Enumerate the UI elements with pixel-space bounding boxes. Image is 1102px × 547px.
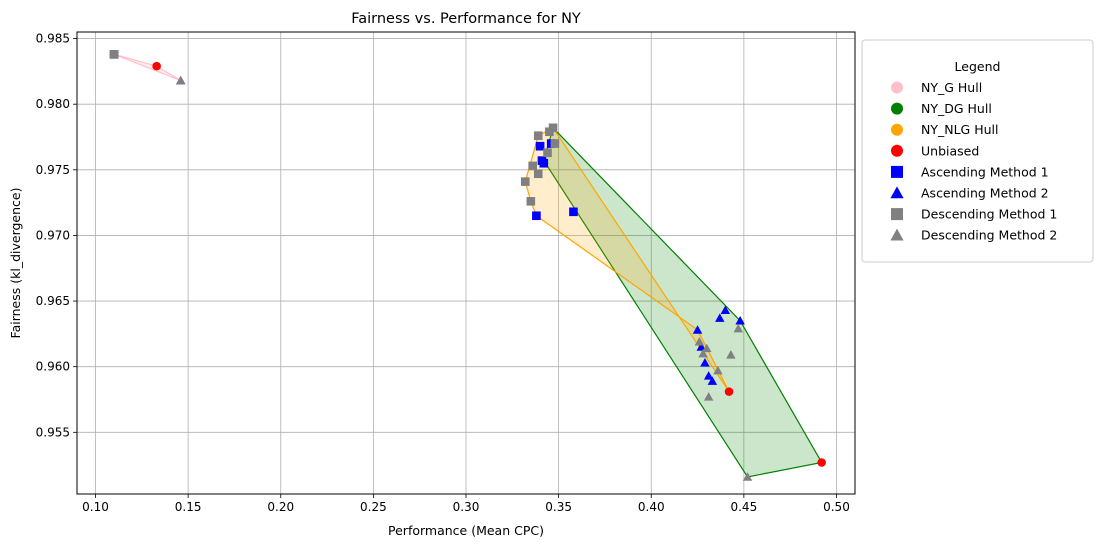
descending-method-1-point xyxy=(533,169,543,179)
ascending-method-2-point xyxy=(692,325,703,334)
chart-title: Fairness vs. Performance for NY xyxy=(351,11,581,27)
x-tick-label: 0.35 xyxy=(545,500,572,514)
descending-method-1-point xyxy=(548,123,558,133)
x-tick-label: 0.10 xyxy=(82,500,109,514)
legend-marker-ny-dg-hull xyxy=(891,102,903,115)
ascending-method-2-point xyxy=(700,358,710,367)
descending-method-1-point xyxy=(526,197,536,206)
legend: Legend NY_G Hull NY_DG Hull NY_NLG Hull Unbi… xyxy=(861,39,1094,263)
unbiased-point xyxy=(817,458,826,467)
x-tick-label: 0.20 xyxy=(267,500,294,514)
legend-marker-ny-nlg-hull xyxy=(891,123,903,136)
legend-label-ascending-method-1: Ascending Method 1 xyxy=(921,164,1049,179)
hull-polygons xyxy=(113,53,823,478)
descending-method-2-point xyxy=(698,348,708,358)
legend-marker-ascending-method-1 xyxy=(891,165,903,178)
descending-method-1-point xyxy=(520,177,530,186)
x-tick-label: 0.45 xyxy=(730,500,757,514)
x-tick-label: 0.25 xyxy=(360,500,387,514)
descending-method-1-point xyxy=(550,139,560,148)
descending-method-2-point xyxy=(713,365,723,375)
y-tick-label: 0.975 xyxy=(36,163,70,177)
grid-lines xyxy=(77,32,855,494)
descending-method-2-point xyxy=(176,75,186,85)
y-tick-label: 0.970 xyxy=(36,228,70,242)
legend-label-ny-dg-hull: NY_DG Hull xyxy=(921,101,992,116)
y-tick-label: 0.980 xyxy=(36,97,70,111)
legend-marker-descending-method-1 xyxy=(891,208,903,221)
hull-polygon xyxy=(113,53,182,82)
y-tick-label: 0.965 xyxy=(36,294,70,308)
descending-method-2-point xyxy=(726,350,736,359)
unbiased-point xyxy=(152,61,161,71)
legend-marker-ny-g-hull xyxy=(891,81,903,94)
legend-label-ny-g-hull: NY_G Hull xyxy=(921,80,982,95)
ascending-method-2-point xyxy=(703,371,714,380)
legend-marker-unbiased xyxy=(891,144,903,157)
ascending-method-2-point xyxy=(696,342,706,351)
ascending-method-2-point xyxy=(715,313,725,322)
y-tick-label: 0.985 xyxy=(36,32,70,46)
unbiased-point xyxy=(724,387,734,396)
y-tick-label: 0.960 xyxy=(36,360,70,374)
descending-method-1-point xyxy=(109,50,119,59)
x-axis-label: Performance (Mean CPC) xyxy=(388,523,544,538)
legend-title: Legend xyxy=(955,59,1001,74)
legend-marker-descending-method-2 xyxy=(890,228,904,241)
ascending-method-1-point xyxy=(535,141,545,151)
descending-method-1-point xyxy=(543,148,552,158)
descending-method-2-point xyxy=(702,343,712,353)
descending-method-2-point xyxy=(694,337,705,346)
descending-method-1-point xyxy=(528,161,537,171)
descending-method-2-point xyxy=(733,323,744,333)
x-tick-label: 0.40 xyxy=(638,500,665,514)
descending-method-1-point xyxy=(533,131,543,140)
legend-label-descending-method-1: Descending Method 1 xyxy=(921,207,1057,222)
axis-ticks: 0.10 0.15 0.20 0.25 0.30 0.35 0.40 0.45 0.50 0.95… xyxy=(36,32,850,514)
legend-box xyxy=(861,39,1094,263)
ascending-method-2-point xyxy=(735,316,745,325)
y-tick-label: 0.955 xyxy=(36,425,70,439)
descending-method-2-point xyxy=(703,392,714,401)
ascending-method-2-point xyxy=(720,305,731,315)
ascending-method-2-point xyxy=(707,376,718,385)
legend-label-descending-method-2: Descending Method 2 xyxy=(921,228,1057,243)
legend-label-ascending-method-2: Ascending Method 2 xyxy=(921,186,1049,201)
ascending-method-1-point xyxy=(569,207,578,217)
y-axis-label: Fairness (kl_divergence) xyxy=(8,188,23,339)
ascending-method-1-point xyxy=(532,211,541,221)
x-tick-label: 0.50 xyxy=(823,500,850,514)
ascending-method-1-point xyxy=(539,158,549,168)
legend-marker-ascending-method-2 xyxy=(890,186,904,199)
x-tick-label: 0.30 xyxy=(453,500,480,514)
legend-label-ny-nlg-hull: NY_NLG Hull xyxy=(921,122,998,137)
x-tick-label: 0.15 xyxy=(175,500,202,514)
legend-label-unbiased: Unbiased xyxy=(921,143,979,158)
descending-method-2-point xyxy=(742,472,753,481)
data-markers xyxy=(109,50,826,481)
